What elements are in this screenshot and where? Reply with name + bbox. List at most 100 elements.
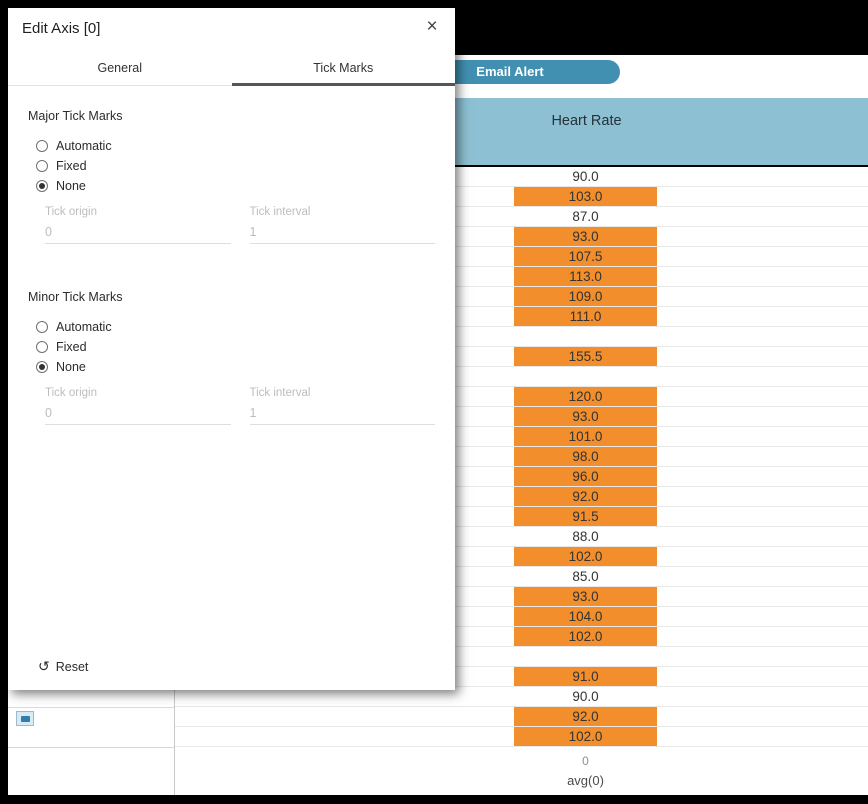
- radio-label: Automatic: [56, 320, 112, 334]
- radio-automatic[interactable]: Automatic: [36, 317, 435, 337]
- radio-circle[interactable]: [36, 361, 48, 373]
- table-row[interactable]: 90.0: [175, 167, 868, 187]
- reset-icon: ↺: [38, 658, 50, 674]
- table-row[interactable]: 102.0: [175, 547, 868, 567]
- dialog-tabs: General Tick Marks: [8, 52, 455, 86]
- heart-rate-bar[interactable]: 101.0: [514, 427, 657, 446]
- heart-rate-value[interactable]: 85.0: [572, 569, 599, 584]
- table-row[interactable]: 101.0: [175, 427, 868, 447]
- table-row[interactable]: 91.0: [175, 667, 868, 687]
- table-row[interactable]: 111.0: [175, 307, 868, 327]
- table-row[interactable]: 104.0: [175, 607, 868, 627]
- tick-origin-input[interactable]: [45, 225, 231, 244]
- heart-rate-bar[interactable]: 93.0: [514, 587, 657, 606]
- heart-rate-bar[interactable]: 111.0: [514, 307, 657, 326]
- radio-circle[interactable]: [36, 180, 48, 192]
- table-row[interactable]: 88.0: [175, 527, 868, 547]
- heart-rate-bar[interactable]: 96.0: [514, 467, 657, 486]
- axis-title[interactable]: avg(0): [567, 773, 604, 788]
- radio-fixed[interactable]: Fixed: [36, 337, 435, 357]
- table-row[interactable]: 90.0: [175, 687, 868, 707]
- dialog-header: Edit Axis [0] ×: [8, 8, 455, 48]
- table-row[interactable]: 93.0: [175, 227, 868, 247]
- camera-icon-glyph: [20, 715, 30, 722]
- axis-tick-zero: 0: [582, 754, 589, 768]
- dialog-title: Edit Axis [0]: [22, 20, 101, 37]
- minor-tick-fields: Tick origin Tick interval: [45, 387, 435, 425]
- radio-label: Fixed: [56, 159, 87, 173]
- tick-interval-label: Tick interval: [249, 387, 311, 399]
- table-row[interactable]: 85.0: [175, 567, 868, 587]
- tick-origin-input[interactable]: [45, 406, 231, 425]
- dialog-body: Major Tick Marks Automatic Fixed None Tick…: [8, 109, 455, 425]
- table-row[interactable]: 109.0: [175, 287, 868, 307]
- heart-rate-value[interactable]: 87.0: [572, 209, 599, 224]
- table-row[interactable]: 96.0: [175, 467, 868, 487]
- reset-label: Reset: [55, 659, 89, 674]
- table-row[interactable]: 155.5: [175, 347, 868, 367]
- tick-interval-input[interactable]: [249, 225, 435, 244]
- heart-rate-bar[interactable]: 91.0: [514, 667, 657, 686]
- heart-rate-value[interactable]: 88.0: [572, 529, 599, 544]
- table-row[interactable]: [175, 367, 868, 387]
- camera-icon[interactable]: [16, 711, 34, 726]
- radio-circle[interactable]: [36, 321, 48, 333]
- reset-button[interactable]: ↺ Reset: [38, 658, 88, 675]
- minor-tick-marks-radio-group: Automatic Fixed None: [36, 317, 435, 377]
- table-row[interactable]: 102.0: [175, 627, 868, 647]
- radio-circle[interactable]: [36, 160, 48, 172]
- heart-rate-value[interactable]: 90.0: [572, 169, 599, 184]
- major-tick-marks-heading: Major Tick Marks: [28, 109, 123, 123]
- radio-none[interactable]: None: [36, 357, 435, 377]
- heart-rate-bar[interactable]: 104.0: [514, 607, 657, 626]
- table-row[interactable]: 92.0: [175, 487, 868, 507]
- heart-rate-bar[interactable]: 120.0: [514, 387, 657, 406]
- heart-rate-bar[interactable]: 113.0: [514, 267, 657, 286]
- heart-rate-bar[interactable]: 92.0: [514, 707, 657, 726]
- table-row[interactable]: 107.5: [175, 247, 868, 267]
- table-row[interactable]: 93.0: [175, 587, 868, 607]
- heart-rate-bar[interactable]: 103.0: [514, 187, 657, 206]
- radio-fixed[interactable]: Fixed: [36, 156, 435, 176]
- radio-circle[interactable]: [36, 341, 48, 353]
- table-row[interactable]: 93.0: [175, 407, 868, 427]
- heart-rate-bar[interactable]: 102.0: [514, 727, 657, 746]
- major-tick-marks-radio-group: Automatic Fixed None: [36, 136, 435, 196]
- heart-rate-bar[interactable]: 93.0: [514, 227, 657, 246]
- tab-general[interactable]: General: [97, 61, 142, 75]
- tick-interval-input[interactable]: [249, 406, 435, 425]
- table-row[interactable]: [175, 327, 868, 347]
- heart-rate-bar[interactable]: 102.0: [514, 627, 657, 646]
- radio-none[interactable]: None: [36, 176, 435, 196]
- major-tick-interval-field: Tick interval: [249, 206, 435, 244]
- table-row[interactable]: 98.0: [175, 447, 868, 467]
- column-header-label: Heart Rate: [551, 113, 622, 129]
- heart-rate-bar[interactable]: 92.0: [514, 487, 657, 506]
- edit-axis-dialog: Edit Axis [0] × General Tick Marks Major …: [8, 8, 455, 690]
- table-row[interactable]: 120.0: [175, 387, 868, 407]
- heart-rate-bar[interactable]: 102.0: [514, 547, 657, 566]
- radio-label: Fixed: [56, 340, 87, 354]
- heart-rate-bar[interactable]: 107.5: [514, 247, 657, 266]
- heart-rate-bar[interactable]: 109.0: [514, 287, 657, 306]
- table-row[interactable]: [175, 647, 868, 667]
- heart-rate-bar[interactable]: 93.0: [514, 407, 657, 426]
- close-icon[interactable]: ×: [426, 16, 438, 37]
- heart-rate-bar[interactable]: 155.5: [514, 347, 657, 366]
- table-row[interactable]: 92.0: [175, 707, 868, 727]
- table-row[interactable]: 87.0: [175, 207, 868, 227]
- heart-rate-value[interactable]: 90.0: [572, 689, 599, 704]
- table-row[interactable]: 113.0: [175, 267, 868, 287]
- table-row[interactable]: 91.5: [175, 507, 868, 527]
- heart-rate-bar[interactable]: 98.0: [514, 447, 657, 466]
- table-row[interactable]: 102.0: [175, 727, 868, 747]
- heart-rate-bar[interactable]: 91.5: [514, 507, 657, 526]
- axis-area[interactable]: 0 avg(0): [175, 747, 868, 795]
- radio-automatic[interactable]: Automatic: [36, 136, 435, 156]
- table-row[interactable]: 103.0: [175, 187, 868, 207]
- radio-label: None: [56, 360, 86, 374]
- tab-tick-marks[interactable]: Tick Marks: [231, 52, 455, 86]
- radio-circle[interactable]: [36, 140, 48, 152]
- minor-tick-origin-field: Tick origin: [45, 387, 231, 425]
